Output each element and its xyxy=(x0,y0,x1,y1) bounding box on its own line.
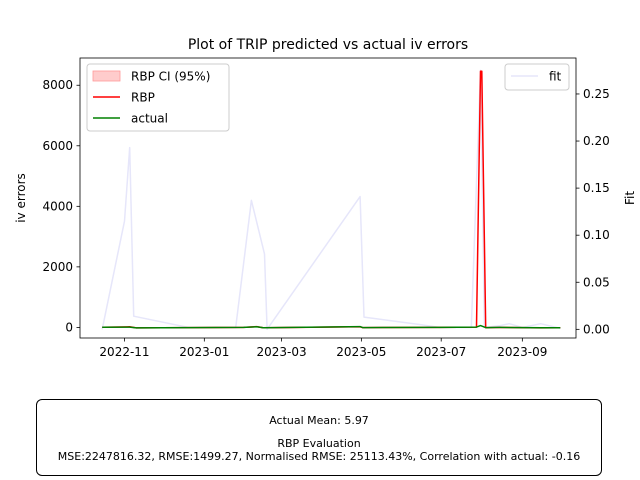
y-tick-label-right: 0.20 xyxy=(583,134,610,148)
evaluation-heading: RBP Evaluation xyxy=(277,437,361,450)
x-tick-label: 2023-05 xyxy=(336,345,386,359)
legend-swatch-ci xyxy=(92,70,121,82)
chart-title: Plot of TRIP predicted vs actual iv erro… xyxy=(188,37,468,53)
x-tick-label: 2023-03 xyxy=(256,345,306,359)
y-tick-label-right: 0.00 xyxy=(583,322,610,336)
y-tick-label-right: 0.15 xyxy=(583,181,610,195)
legend-right-frame xyxy=(504,63,570,91)
y-tick-label-left: 6000 xyxy=(42,139,73,153)
y-tick-label-right: 0.05 xyxy=(583,275,610,289)
actual-mean-text: Actual Mean: 5.97 xyxy=(269,414,369,427)
axes: 0 2000 4000 6000 8000 0.00 0.05 0.10 0.15 0.20 0.2… xyxy=(42,57,610,359)
y-tick-label-left: 8000 xyxy=(42,78,73,92)
y-axis-label-right: Fit xyxy=(623,191,637,205)
plot-area xyxy=(101,69,561,331)
y-tick-label-left: 2000 xyxy=(42,260,73,274)
legend-label: actual xyxy=(131,112,168,126)
x-tick-label: 2023-07 xyxy=(416,345,466,359)
evaluation-metrics: MSE:2247816.32, RMSE:1499.27, Normalised… xyxy=(57,450,581,463)
legend-label: fit xyxy=(549,70,562,84)
x-tick-label: 2023-09 xyxy=(497,345,547,359)
y-tick-label-left: 4000 xyxy=(42,199,73,213)
y-tick-label-left: 0 xyxy=(65,320,73,334)
y-axis-label-left: iv errors xyxy=(14,173,28,223)
legend-left: RBP CI (95%) RBP actual xyxy=(86,63,230,132)
legend-left-frame xyxy=(86,63,230,132)
series-actual-line xyxy=(102,324,561,329)
evaluation-box: Actual Mean: 5.97 RBP Evaluation MSE:224… xyxy=(36,399,602,476)
legend-right: fit xyxy=(504,63,570,91)
legend-label: RBP CI (95%) xyxy=(131,70,210,84)
legend-label: RBP xyxy=(131,91,155,105)
x-tick-label: 2023-01 xyxy=(179,345,229,359)
y-tick-label-right: 0.10 xyxy=(583,228,610,242)
series-fit-line xyxy=(101,69,561,331)
axes-frame xyxy=(79,57,577,339)
y-tick-label-right: 0.25 xyxy=(583,87,610,101)
x-tick-label: 2022-11 xyxy=(99,345,149,359)
